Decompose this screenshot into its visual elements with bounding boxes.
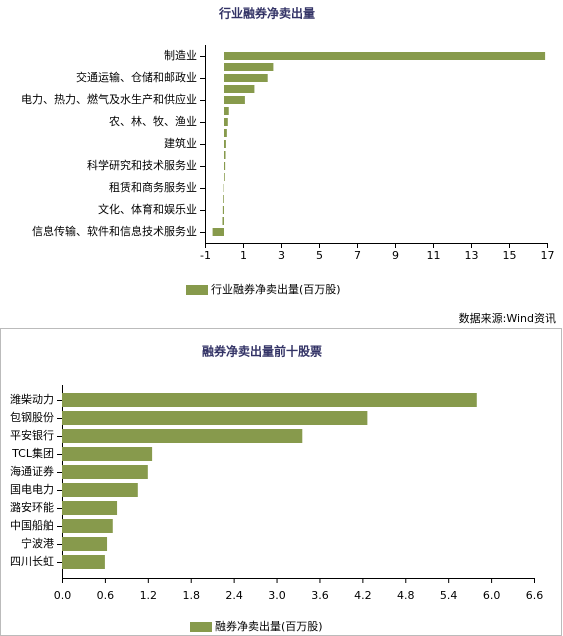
bar <box>224 173 225 181</box>
bar <box>62 465 148 479</box>
y-tick-label: 科学研究和技术服务业 <box>87 158 197 172</box>
y-tick-label: TCL集团 <box>11 446 54 460</box>
bar <box>62 519 113 533</box>
legend-label: 行业融券净卖出量(百万股) <box>211 282 341 296</box>
y-tick-label: 平安银行 <box>10 428 54 442</box>
x-tick-label: 15 <box>503 249 517 262</box>
bar <box>224 118 228 126</box>
x-tick-label: 3.0 <box>268 589 286 602</box>
legend-swatch <box>186 285 208 295</box>
x-tick-label: 1.8 <box>182 589 200 602</box>
x-tick-label: 1 <box>240 249 247 262</box>
bar <box>222 217 224 225</box>
bar <box>222 206 224 214</box>
y-tick-label: 制造业 <box>164 48 197 62</box>
bar <box>62 501 118 515</box>
x-tick-label: 13 <box>465 249 479 262</box>
y-tick-label: 交通运输、仓储和邮政业 <box>76 70 197 84</box>
y-tick-label: 农、林、牧、渔业 <box>109 114 197 128</box>
y-tick-label: 潞安环能 <box>10 500 54 514</box>
x-tick-label: 9 <box>392 249 399 262</box>
y-tick-label: 信息传输、软件和信息技术服务业 <box>32 224 197 238</box>
bar <box>62 411 368 425</box>
x-tick-label: 3.6 <box>311 589 329 602</box>
x-tick-label: 4.2 <box>354 589 372 602</box>
x-tick-label: 5 <box>316 249 323 262</box>
bar <box>223 195 224 203</box>
bar <box>62 537 108 551</box>
y-tick-label: 建筑业 <box>164 136 197 150</box>
bar <box>212 228 224 236</box>
y-tick-label: 租赁和商务服务业 <box>109 180 197 194</box>
y-tick-label: 四川长虹 <box>10 555 54 568</box>
x-tick-label: 6.6 <box>526 589 544 602</box>
x-tick-label: 1.2 <box>140 589 158 602</box>
bar <box>224 52 546 60</box>
bar <box>62 555 105 569</box>
bar <box>224 96 245 104</box>
bar <box>224 162 226 170</box>
y-tick-label: 国电电力 <box>10 483 54 496</box>
bar <box>224 151 226 159</box>
x-tick-label: 11 <box>427 249 441 262</box>
source-note: 数据来源:Wind资讯 <box>459 311 556 325</box>
x-tick-label: -1 <box>200 249 211 262</box>
x-tick-label: 0.0 <box>54 589 72 602</box>
x-tick-label: 7 <box>354 249 361 262</box>
x-tick-label: 2.4 <box>225 589 243 602</box>
x-tick-label: 4.8 <box>397 589 415 602</box>
bar <box>62 483 138 497</box>
bar <box>224 63 274 71</box>
bar <box>62 447 153 461</box>
y-tick-label: 文化、体育和娱乐业 <box>98 202 197 216</box>
bar <box>224 140 226 148</box>
x-tick-label: 17 <box>541 249 555 262</box>
y-tick-label: 电力、热力、燃气及水生产和供应业 <box>21 92 197 106</box>
bar <box>224 129 227 137</box>
x-tick-label: 6.0 <box>483 589 501 602</box>
x-tick-label: 3 <box>278 249 285 262</box>
x-tick-label: 0.6 <box>97 589 115 602</box>
legend-swatch <box>190 622 212 632</box>
x-tick-label: 5.4 <box>440 589 458 602</box>
chart-title: 行业融券净卖出量 <box>218 6 315 21</box>
legend-label: 融券净卖出量(百万股) <box>215 619 323 633</box>
bar <box>224 85 255 93</box>
bar <box>224 74 268 82</box>
bar <box>62 393 477 407</box>
y-tick-label: 宁波港 <box>21 536 54 550</box>
y-tick-label: 海通证券 <box>10 464 54 478</box>
y-tick-label: 潍柴动力 <box>10 392 54 406</box>
chart-title: 融券净卖出量前十股票 <box>202 344 322 359</box>
bar <box>62 429 303 443</box>
bar <box>224 107 229 115</box>
y-tick-label: 包钢股份 <box>10 411 54 424</box>
y-tick-label: 中国船舶 <box>10 518 54 532</box>
